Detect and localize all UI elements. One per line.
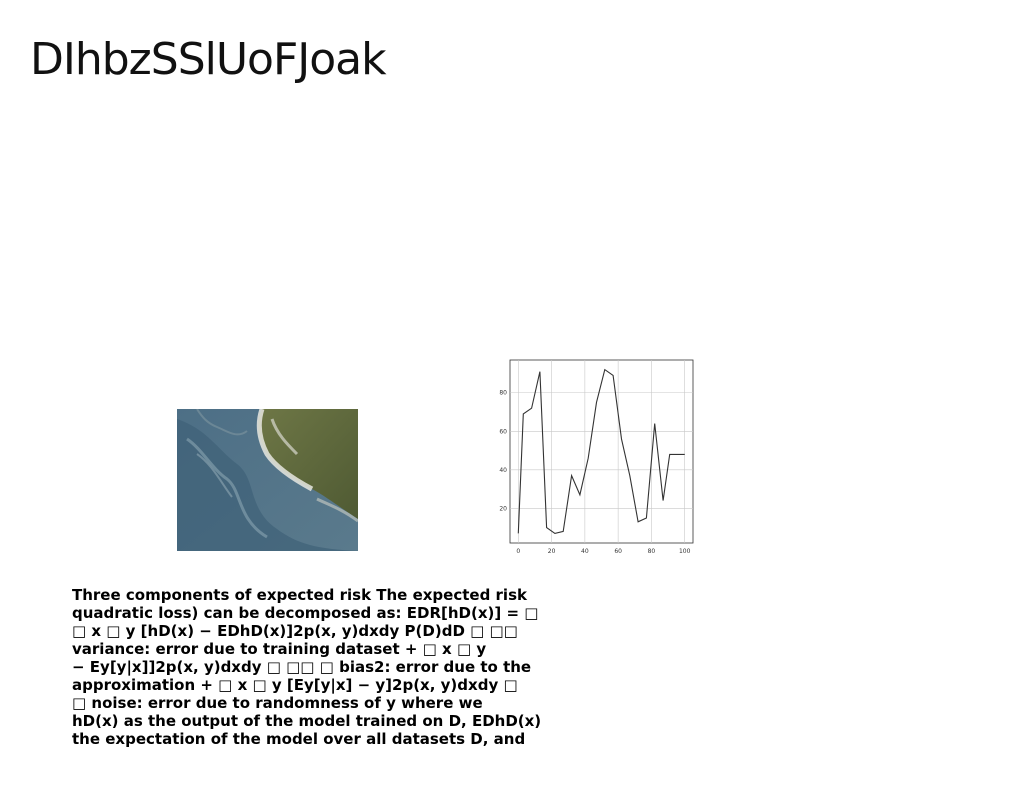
body-line: approximation + □ x □ y [Ey[y|x] − y]2p(…	[72, 676, 518, 694]
body-text: Three components of expected risk The ex…	[72, 586, 582, 748]
chart-grid	[510, 360, 693, 543]
body-line: variance: error due to training dataset …	[72, 640, 487, 658]
series-line	[517, 368, 685, 534]
chart-ticks: 0 20 40 60 80 100 20 40 60 80	[499, 390, 690, 555]
y-tick-label: 40	[499, 467, 507, 474]
chart-series	[517, 368, 685, 534]
slide-title: DIhbzSSlUoFJoak	[30, 34, 387, 85]
aerial-photo	[177, 409, 358, 551]
x-tick-label: 40	[581, 548, 589, 555]
y-tick-label: 20	[499, 505, 507, 512]
x-tick-label: 0	[516, 548, 520, 555]
body-line: − Ey[y|x]]2p(x, y)dxdy □ □□ □ bias2: err…	[72, 658, 532, 676]
x-tick-label: 100	[679, 548, 691, 555]
body-line: □ noise: error due to randomness of y wh…	[72, 694, 483, 712]
body-line: hD(x) as the output of the model trained…	[72, 712, 542, 730]
y-tick-label: 60	[499, 428, 507, 435]
body-line: quadratic loss) can be decomposed as: ED…	[72, 604, 539, 622]
y-tick-label: 80	[499, 390, 507, 397]
x-tick-label: 80	[648, 548, 656, 555]
body-line: the expectation of the model over all da…	[72, 730, 526, 748]
body-line: Three components of expected risk The ex…	[72, 586, 527, 604]
line-chart-svg: 0 20 40 60 80 100 20 40 60 80	[499, 359, 694, 555]
chart-frame	[509, 359, 694, 544]
x-tick-label: 60	[614, 548, 622, 555]
x-tick-label: 20	[548, 548, 556, 555]
line-chart: 0 20 40 60 80 100 20 40 60 80	[497, 358, 697, 560]
body-line: □ x □ y [hD(x) − EDhD(x)]2p(x, y)dxdy P(…	[72, 622, 518, 640]
aerial-coastline-image	[177, 409, 358, 551]
